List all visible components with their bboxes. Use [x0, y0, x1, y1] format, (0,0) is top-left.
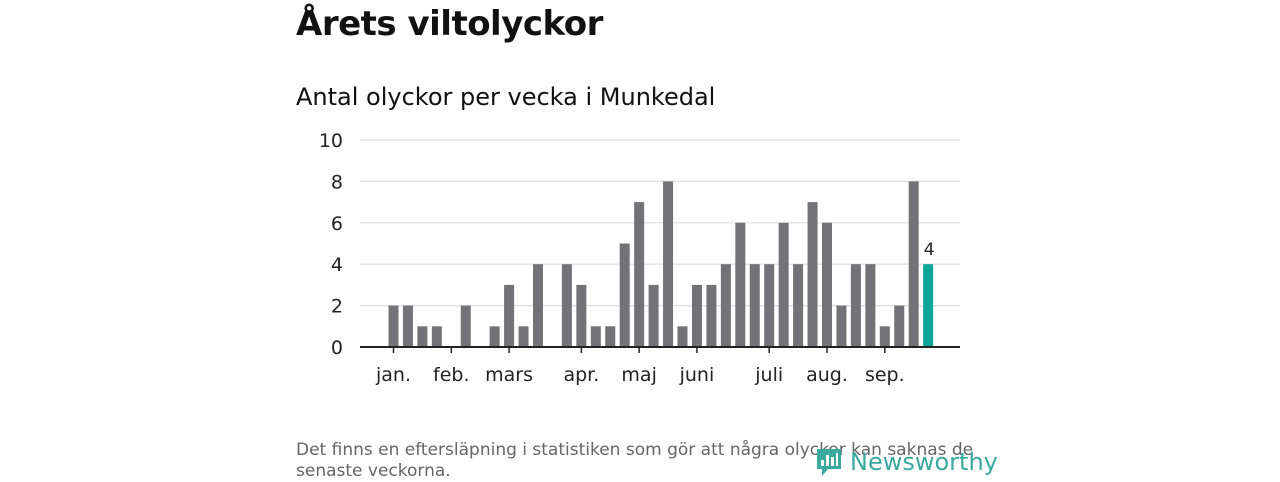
x-tick-label: apr.: [563, 364, 599, 386]
bar: [634, 202, 645, 347]
chart-title: Årets viltolyckor: [296, 4, 603, 44]
brand-name: Newsworthy: [850, 448, 998, 476]
bar: [590, 326, 601, 347]
bar: [908, 181, 919, 347]
bar: [793, 264, 804, 347]
x-tick-label: jan.: [375, 364, 411, 386]
y-tick-label: 0: [331, 337, 343, 359]
bar: [388, 305, 399, 347]
bar: [561, 264, 572, 347]
y-tick-label: 4: [331, 254, 343, 276]
bar: [865, 264, 876, 347]
bar: [879, 326, 890, 347]
bar: [894, 305, 905, 347]
x-tick-label: sep.: [865, 364, 905, 386]
bar: [619, 243, 630, 347]
bar: [691, 284, 702, 347]
newsworthy-logo[interactable]: Newsworthy: [814, 446, 998, 478]
chart-subtitle: Antal olyckor per vecka i Munkedal: [296, 83, 716, 111]
y-tick-label: 10: [319, 130, 343, 152]
bar: [822, 222, 832, 347]
bar: [431, 326, 442, 347]
axes: [360, 346, 960, 353]
bar: [677, 326, 688, 347]
bar: [648, 284, 659, 347]
bar: [720, 264, 731, 347]
labels: 0 2 4 6 8 10 jan. feb. mars apr. maj juni juli aug. se…: [319, 130, 935, 386]
bar: [576, 284, 587, 347]
bar: [706, 284, 717, 347]
x-tick-label: feb.: [433, 364, 469, 386]
bar: [518, 326, 529, 347]
bar: [850, 264, 861, 347]
bar-highlighted: [923, 264, 934, 347]
y-tick-label: 2: [331, 296, 343, 318]
bar: [663, 181, 674, 347]
bar: [504, 284, 515, 347]
bar: [735, 222, 746, 347]
bar: [460, 305, 471, 347]
x-tick-label: aug.: [806, 364, 848, 386]
data-label: 4: [924, 240, 935, 260]
x-tick-label: juli: [754, 364, 783, 386]
newsworthy-logo-icon: [817, 449, 841, 476]
y-tick-label: 6: [331, 213, 343, 235]
bar: [489, 326, 500, 347]
y-tick-label: 8: [331, 171, 343, 193]
x-tick-label: juni: [679, 364, 715, 386]
bars: [388, 181, 934, 347]
bar: [402, 305, 413, 347]
bar: [778, 222, 789, 347]
bar: [807, 202, 818, 347]
bar: [533, 264, 543, 347]
footnote: Det finns en eftersläpning i statistiken…: [296, 440, 974, 481]
bar: [417, 326, 428, 347]
bar: [764, 264, 775, 347]
x-tick-label: maj: [621, 364, 656, 386]
bar: [836, 305, 847, 347]
bar: [749, 264, 760, 347]
x-tick-label: mars: [485, 364, 533, 386]
bar: [605, 326, 616, 347]
